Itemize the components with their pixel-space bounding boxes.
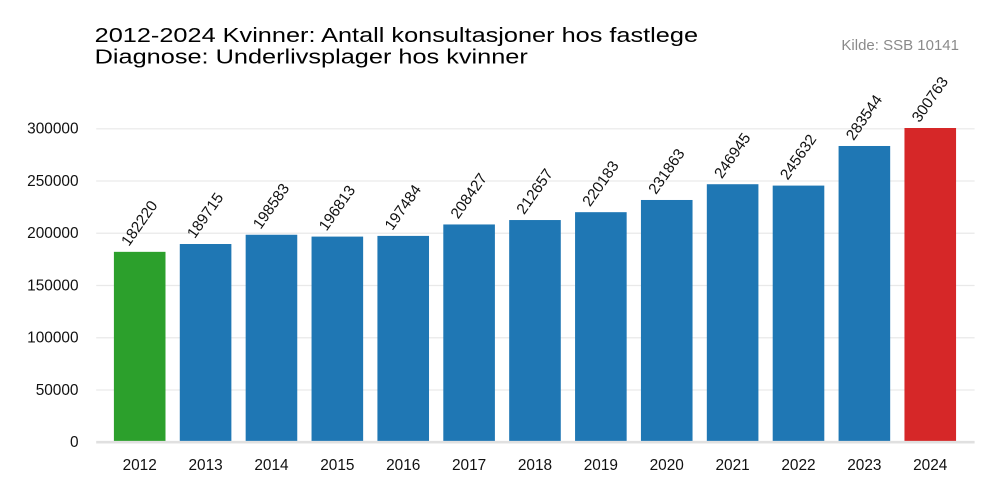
svg-text:2023: 2023 [847,457,881,474]
svg-text:50000: 50000 [36,382,79,399]
svg-text:2019: 2019 [584,457,618,474]
svg-text:0: 0 [70,434,79,451]
svg-text:2024: 2024 [913,457,948,474]
svg-text:2014: 2014 [254,457,289,474]
svg-text:2012-2024 Kvinner: Antall kons: 2012-2024 Kvinner: Antall konsultasjoner… [95,24,698,47]
svg-text:250000: 250000 [27,173,78,190]
svg-text:2018: 2018 [518,457,552,474]
svg-text:2016: 2016 [386,457,420,474]
svg-text:150000: 150000 [27,277,78,294]
svg-text:2013: 2013 [188,457,222,474]
svg-text:Kilde: SSB 10141: Kilde: SSB 10141 [841,37,959,54]
svg-text:2012: 2012 [123,457,157,474]
svg-text:2015: 2015 [320,457,354,474]
svg-text:100000: 100000 [27,330,78,347]
svg-text:300000: 300000 [27,121,78,138]
svg-text:2017: 2017 [452,457,486,474]
svg-text:200000: 200000 [27,225,78,242]
svg-text:2021: 2021 [715,457,749,474]
svg-text:2022: 2022 [781,457,815,474]
svg-text:2020: 2020 [650,457,684,474]
svg-text:Diagnose: Underlivsplager hos: Diagnose: Underlivsplager hos kvinner [95,45,529,68]
